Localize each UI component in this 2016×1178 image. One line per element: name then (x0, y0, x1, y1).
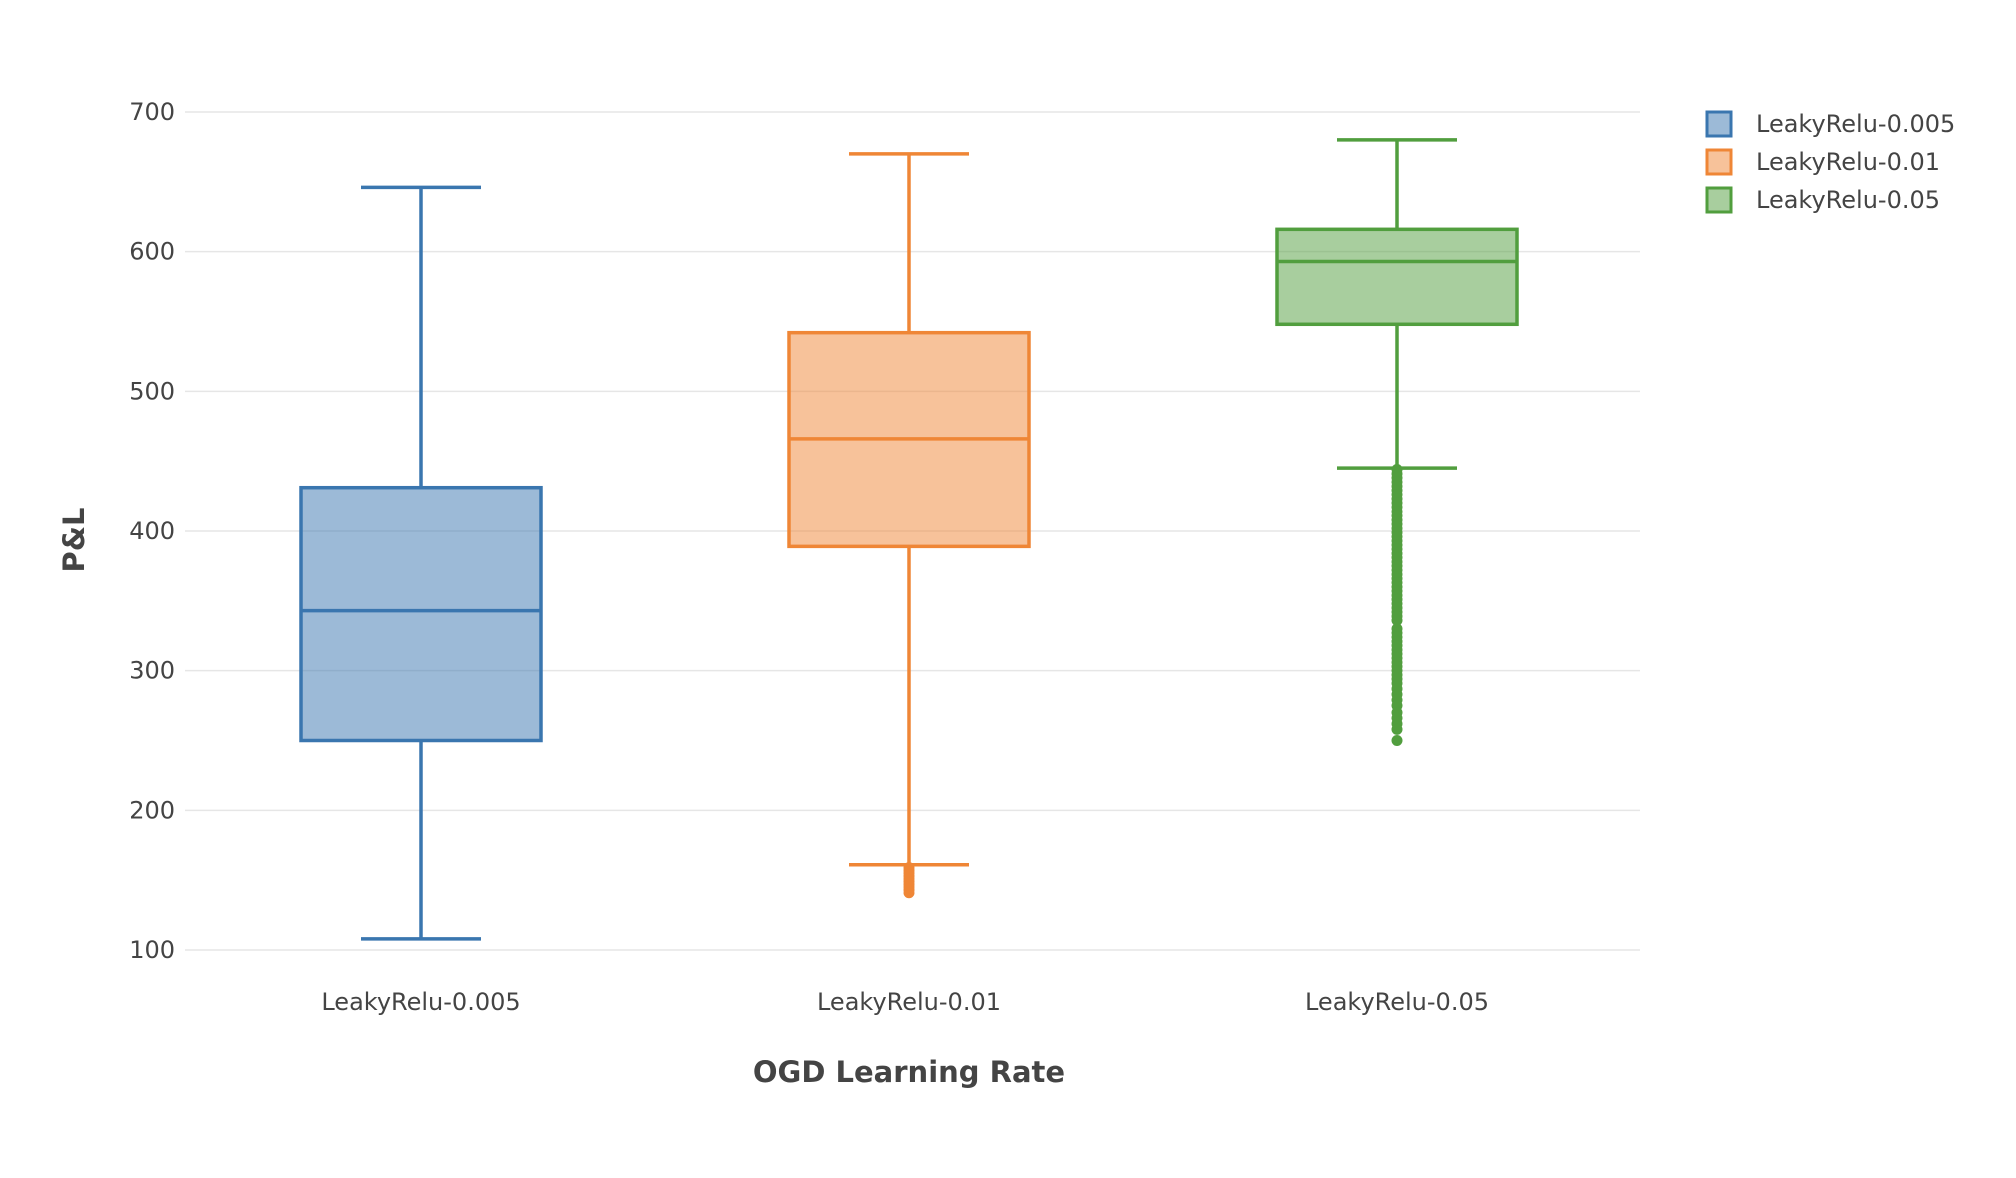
legend-item[interactable]: LeakyRelu-0.01 (1705, 148, 1940, 176)
legend-label: LeakyRelu-0.05 (1756, 186, 1940, 214)
box-trace (787, 152, 1031, 899)
y-axis-title: P&L (57, 507, 91, 572)
box-trace (299, 185, 543, 941)
legend-swatch (1705, 186, 1733, 214)
y-tick-label: 500 (129, 377, 175, 405)
outlier-point (1391, 735, 1403, 746)
x-tick-label: LeakyRelu-0.005 (321, 988, 520, 1016)
y-axis-ticks: 100 200 300 400 500 600 700 (129, 98, 175, 964)
x-tick-label: LeakyRelu-0.05 (1305, 988, 1489, 1016)
legend-swatch (1705, 148, 1733, 176)
legend[interactable]: LeakyRelu-0.005 LeakyRelu-0.01 LeakyRelu-0… (1705, 110, 1955, 214)
box-trace (1275, 138, 1519, 746)
x-axis-ticks: LeakyRelu-0.005 LeakyRelu-0.01 LeakyRelu-0… (321, 988, 1489, 1016)
y-tick-label: 600 (129, 238, 175, 266)
outlier-point (1391, 614, 1403, 626)
y-tick-label: 700 (129, 98, 175, 126)
legend-item[interactable]: LeakyRelu-0.005 (1705, 110, 1955, 138)
y-tick-label: 200 (129, 796, 175, 824)
y-tick-label: 300 (129, 657, 175, 685)
iqr-box (299, 485, 543, 743)
outlier-point (1391, 723, 1403, 735)
legend-item[interactable]: LeakyRelu-0.05 (1705, 186, 1940, 214)
x-axis-title: OGD Learning Rate (753, 1055, 1065, 1089)
iqr-box (1275, 227, 1519, 327)
y-tick-label: 400 (129, 517, 175, 545)
legend-label: LeakyRelu-0.005 (1756, 110, 1955, 138)
legend-swatch (1705, 110, 1733, 138)
x-tick-label: LeakyRelu-0.01 (817, 988, 1001, 1016)
legend-label: LeakyRelu-0.01 (1756, 148, 1940, 176)
outlier-point (903, 887, 915, 899)
y-tick-label: 100 (129, 936, 175, 964)
box-traces (299, 138, 1519, 941)
